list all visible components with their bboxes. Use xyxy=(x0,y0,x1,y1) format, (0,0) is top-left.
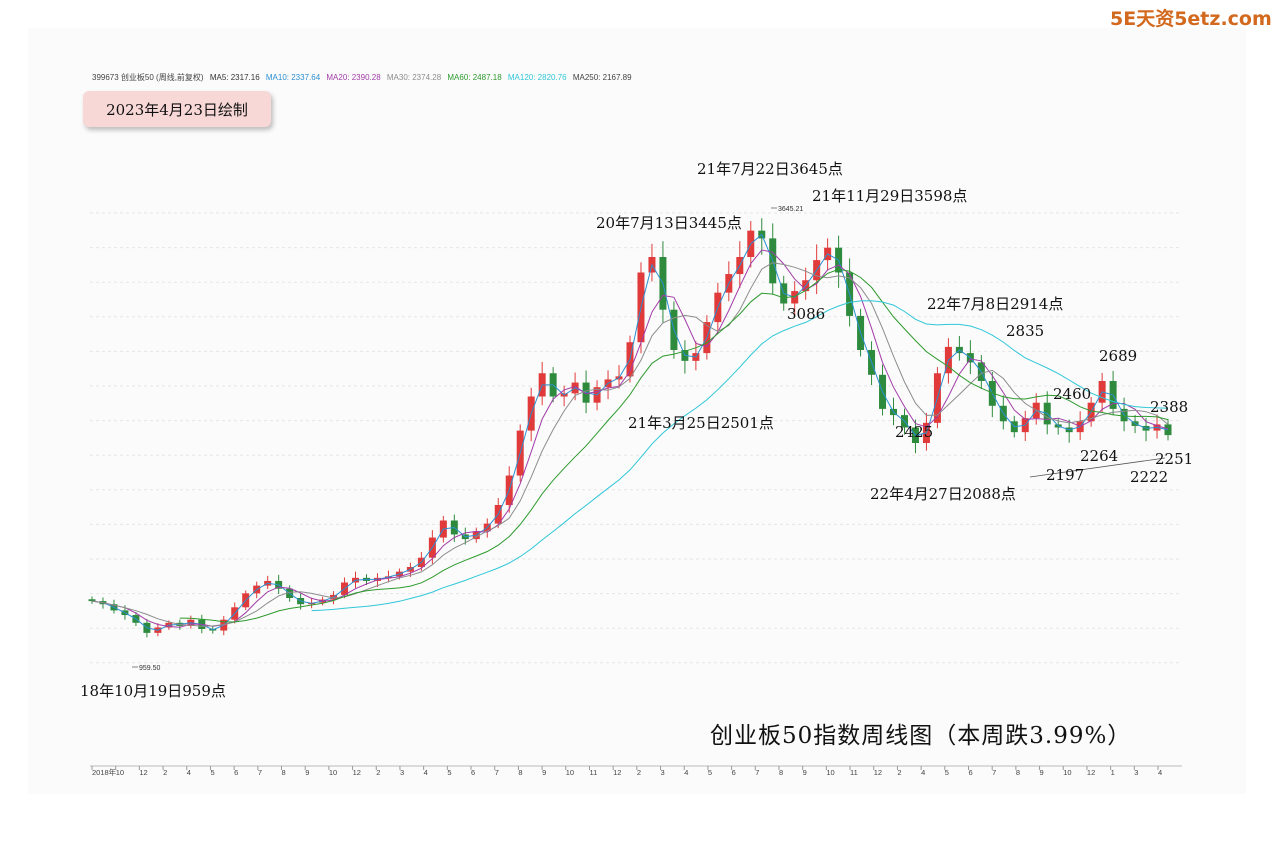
annotation-2388: 2388 xyxy=(1150,398,1189,416)
annotation-2689: 2689 xyxy=(1099,347,1138,365)
x-tick-label: 2 xyxy=(897,768,901,777)
annotation-2425: 2425 xyxy=(895,423,934,441)
x-tick-label: 1 xyxy=(1111,768,1115,777)
x-tick-label: 9 xyxy=(305,768,309,777)
annotation-2197: 2197 xyxy=(1046,466,1085,484)
annotation-2018-low: 18年10月19日959点 xyxy=(80,682,226,700)
x-tick-label: 5 xyxy=(210,768,214,777)
x-tick-label: 12 xyxy=(353,768,361,777)
x-tick-label: 3 xyxy=(400,768,404,777)
x-tick-label: 12 xyxy=(613,768,621,777)
watermark: 5E天资5etz.com xyxy=(1110,8,1272,30)
chart-title: 创业板50指数周线图（本周跌3.99%） xyxy=(710,723,1132,749)
x-tick-label: 8 xyxy=(1016,768,1020,777)
legend-ma20: MA20: 2390.28 xyxy=(326,73,381,82)
annotation-2022-jul: 22年7月8日2914点 xyxy=(927,295,1064,313)
x-tick-label: 2018年 xyxy=(92,767,117,777)
x-tick-label: 8 xyxy=(518,768,522,777)
x-tick-label: 9 xyxy=(542,768,546,777)
annotation-2222: 2222 xyxy=(1130,468,1169,486)
support-trend-line xyxy=(1029,457,1166,478)
x-tick-label: 4 xyxy=(684,768,688,777)
x-tick-label: 4 xyxy=(921,768,925,777)
candle-body xyxy=(1164,424,1172,436)
annotation-2021-jul-peak: 21年7月22日3645点 xyxy=(697,160,843,178)
x-tick-label: 10 xyxy=(826,768,834,777)
price-tag-3645: 3645.21 xyxy=(778,206,803,213)
x-tick-label: 10 xyxy=(1063,768,1071,777)
chart-panel xyxy=(28,28,1246,794)
x-tick-label: 9 xyxy=(803,768,807,777)
x-tick-label: 12 xyxy=(874,768,882,777)
x-tick-label: 7 xyxy=(992,768,996,777)
x-tick-label: 6 xyxy=(234,768,238,777)
annotation-3086: 3086 xyxy=(787,305,826,323)
x-tick-label: 4 xyxy=(1158,768,1162,777)
x-tick-label: 7 xyxy=(258,768,262,777)
x-tick-label: 8 xyxy=(282,768,286,777)
ma60-line xyxy=(179,268,1169,623)
x-tick-label: 11 xyxy=(850,768,858,777)
x-tick-label: 7 xyxy=(495,768,499,777)
x-tick-label: 12 xyxy=(1087,768,1095,777)
legend-symbol: 399673 创业板50 (周线,前复权) xyxy=(92,73,204,82)
x-tick-label: 12 xyxy=(139,768,147,777)
annotation-2264: 2264 xyxy=(1080,447,1119,465)
x-tick-label: 6 xyxy=(968,768,972,777)
x-tick-label: 10 xyxy=(116,768,124,777)
x-tick-label: 11 xyxy=(589,768,597,777)
x-tick-label: 5 xyxy=(945,768,949,777)
x-tick-label: 6 xyxy=(471,768,475,777)
ma120-line xyxy=(311,300,1169,612)
annotation-2460: 2460 xyxy=(1053,385,1092,403)
legend-ma30: MA30: 2374.28 xyxy=(386,73,442,82)
annotation-2835: 2835 xyxy=(1006,322,1045,340)
x-tick-label: 6 xyxy=(732,768,736,777)
x-tick-label: 2 xyxy=(637,768,641,777)
x-tick-label: 3 xyxy=(1134,768,1138,777)
x-tick-label: 3 xyxy=(661,768,665,777)
price-tag-959: 959.50 xyxy=(139,665,161,672)
candle-body xyxy=(88,599,96,602)
legend-ma120: MA120: 2820.76 xyxy=(507,73,567,82)
x-tick-label: 4 xyxy=(424,768,428,777)
x-tick-label: 10 xyxy=(329,768,337,777)
ma30-line xyxy=(91,262,1169,627)
x-tick-label: 7 xyxy=(755,768,759,777)
ma20-line xyxy=(91,249,1169,628)
x-tick-label: 5 xyxy=(447,768,451,777)
x-tick-label: 10 xyxy=(566,768,574,777)
annotation-2021-nov-peak: 21年11月29日3598点 xyxy=(812,187,968,205)
annotation-2020-peak: 20年7月13日3445点 xyxy=(596,214,742,232)
legend-ma5: MA5: 2317.16 xyxy=(209,73,260,82)
x-tick-label: 8 xyxy=(779,768,783,777)
x-tick-label: 2 xyxy=(376,768,380,777)
annotation-2021-mar-low: 21年3月25日2501点 xyxy=(628,414,774,432)
annotation-2022-apr-low: 22年4月27日2088点 xyxy=(870,485,1016,503)
legend-ma250: MA250: 2167.89 xyxy=(572,73,632,82)
annotation-2251: 2251 xyxy=(1155,450,1194,468)
x-tick-label: 4 xyxy=(187,768,191,777)
drawn-date-badge: 2023年4月23日绘制 xyxy=(83,91,271,127)
x-tick-label: 9 xyxy=(1040,768,1044,777)
x-tick-label: 2 xyxy=(163,768,167,777)
ma-legend: 399673 创业板50 (周线,前复权) MA5: 2317.16 MA10:… xyxy=(92,72,636,83)
x-tick-label: 5 xyxy=(708,768,712,777)
legend-ma60: MA60: 2487.18 xyxy=(447,73,502,82)
legend-ma10: MA10: 2337.64 xyxy=(265,73,321,82)
ma10-line xyxy=(91,233,1169,631)
